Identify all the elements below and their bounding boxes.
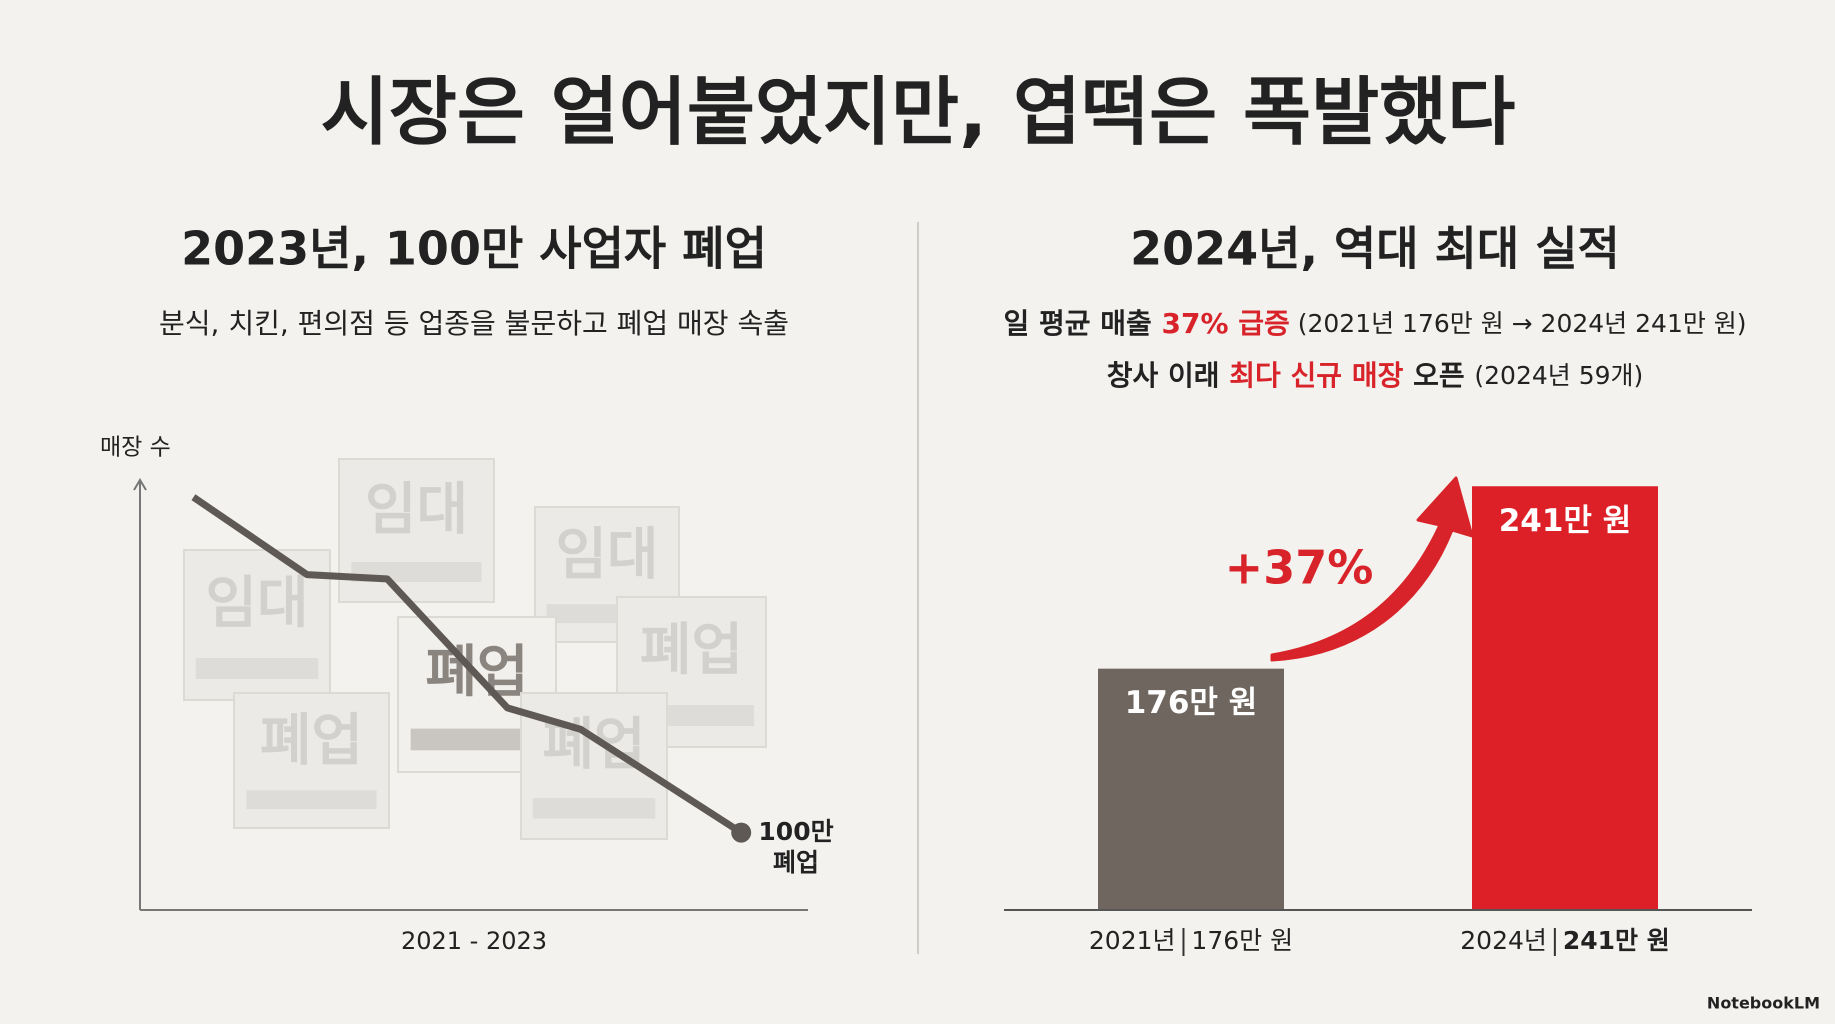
card-bar bbox=[246, 790, 377, 810]
subheading-text: (2021년 176만 원 → 2024년 241만 원) bbox=[1290, 309, 1747, 338]
card-word: 임대 bbox=[555, 522, 658, 587]
left-subheading: 분식, 치킨, 편의점 등 업종을 불문하고 폐업 매장 속출 bbox=[159, 307, 789, 340]
category-value: 176만 원 bbox=[1191, 926, 1293, 955]
y-axis-arrow bbox=[133, 478, 147, 491]
bar-value-label: 176만 원 bbox=[1125, 685, 1258, 721]
subheading-text: 창사 이래 bbox=[1107, 359, 1230, 392]
end-annotation: 폐업 bbox=[773, 848, 819, 877]
right-subheading: 일 평균 매출 37% 급증 (2021년 176만 원 → 2024년 241… bbox=[1003, 307, 1746, 340]
decline-line bbox=[191, 494, 744, 836]
bar bbox=[1098, 668, 1284, 910]
card-word: 임대 bbox=[365, 477, 468, 542]
card-word: 임대 bbox=[205, 571, 308, 636]
subheading-text: 일 평균 매출 bbox=[1003, 307, 1161, 340]
bar-value-label: 241만 원 bbox=[1499, 503, 1632, 539]
emphasis-text: 37% 급증 bbox=[1161, 307, 1289, 340]
emphasis-text: 최다 신규 매장 bbox=[1229, 359, 1403, 392]
category-label: 2021년 bbox=[1089, 926, 1176, 955]
right-subheading: 창사 이래 최다 신규 매장 오픈 (2024년 59개) bbox=[1107, 359, 1644, 392]
y-axis-label: 매장 수 bbox=[100, 435, 171, 461]
growth-annotation: +37% bbox=[1225, 541, 1374, 595]
footer-brand: NotebookLM bbox=[1707, 994, 1820, 1013]
end-annotation: 100만 bbox=[758, 817, 833, 846]
bar bbox=[1472, 486, 1658, 910]
left-heading: 2023년, 100만 사업자 폐업 bbox=[181, 222, 767, 276]
x-tick-label: 2021년 176만 원 bbox=[1089, 926, 1293, 955]
end-point bbox=[731, 822, 752, 843]
card-word: 폐업 bbox=[640, 618, 743, 683]
card-bar bbox=[532, 798, 656, 819]
subheading-text: (2024년 59개) bbox=[1474, 361, 1643, 390]
card-bar bbox=[195, 658, 319, 679]
slide-title: 시장은 얼어붙었지만, 엽떡은 폭발했다 bbox=[321, 70, 1516, 156]
x-tick-label: 2024년 241만 원 bbox=[1460, 926, 1669, 955]
category-label: 2024년 bbox=[1460, 926, 1547, 955]
card-bar bbox=[410, 728, 544, 751]
category-value: 241만 원 bbox=[1563, 926, 1670, 955]
right-heading: 2024년, 역대 최대 실적 bbox=[1130, 222, 1620, 276]
growth-arrow bbox=[1270, 476, 1474, 662]
card-word: 폐업 bbox=[260, 708, 363, 773]
subheading-text: 오픈 bbox=[1403, 359, 1474, 392]
x-axis-label: 2021 - 2023 bbox=[401, 927, 547, 955]
background-card: 폐업 bbox=[233, 692, 390, 829]
